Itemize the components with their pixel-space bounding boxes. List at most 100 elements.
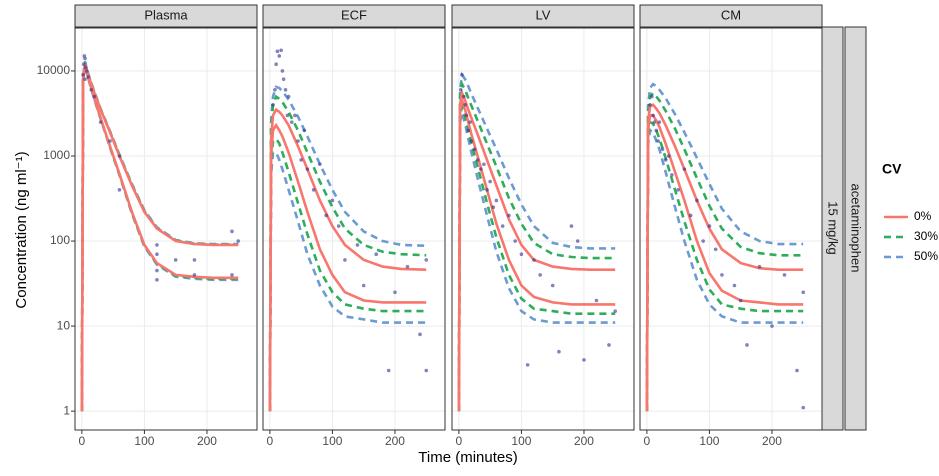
x-axis-title: Time (minutes) — [418, 449, 517, 466]
point — [782, 273, 787, 277]
point — [648, 103, 652, 107]
line — [457, 71, 616, 412]
strip — [639, 4, 823, 28]
x-tick-label: 0 — [456, 434, 463, 448]
point — [525, 363, 530, 367]
line — [645, 120, 804, 412]
panel-background — [640, 28, 822, 430]
point — [652, 120, 657, 124]
point — [468, 120, 472, 124]
point — [89, 88, 94, 92]
legend-title: CV — [882, 161, 902, 177]
point — [745, 343, 749, 347]
point — [279, 48, 283, 53]
point — [491, 205, 496, 210]
point — [660, 147, 665, 152]
point — [361, 283, 366, 288]
point — [192, 258, 197, 262]
point — [488, 179, 492, 184]
point — [656, 139, 660, 143]
point — [155, 278, 159, 282]
point — [155, 243, 159, 247]
strip — [844, 26, 867, 431]
point — [275, 49, 280, 54]
point — [557, 349, 561, 354]
y-tick-label: 1 — [63, 403, 70, 417]
point — [81, 62, 86, 67]
point — [475, 158, 480, 162]
point — [277, 54, 282, 58]
point — [663, 158, 668, 162]
panel-background — [75, 28, 257, 430]
point — [594, 298, 599, 303]
point — [83, 77, 87, 82]
point — [92, 94, 97, 99]
line — [268, 107, 427, 412]
point — [405, 264, 410, 269]
point — [469, 139, 474, 143]
panel-border — [639, 27, 823, 431]
point — [494, 198, 499, 203]
point — [682, 167, 687, 171]
point — [462, 94, 466, 99]
point — [676, 188, 680, 192]
point — [336, 224, 341, 228]
panel-title: CM — [721, 7, 741, 22]
x-tick-label: 200 — [574, 434, 594, 448]
point — [418, 332, 422, 337]
point — [569, 224, 574, 228]
point — [192, 273, 197, 277]
point — [285, 113, 290, 118]
legend-label: 50% — [914, 249, 938, 263]
point — [720, 273, 724, 277]
point — [670, 173, 674, 177]
point — [83, 56, 87, 61]
point — [286, 94, 291, 99]
x-tick-label: 0 — [267, 434, 274, 448]
y-tick-label: 10 — [57, 318, 71, 332]
line — [268, 122, 427, 412]
panel-title: LV — [536, 7, 551, 22]
point — [607, 343, 611, 347]
strip-label: 15 mg/kg — [826, 201, 841, 254]
point — [299, 158, 303, 162]
point — [343, 258, 347, 262]
line — [645, 82, 804, 412]
x-tick-label: 200 — [197, 434, 217, 448]
point — [81, 73, 85, 77]
point — [98, 120, 103, 124]
point — [117, 154, 122, 158]
point — [424, 258, 429, 262]
point — [738, 298, 743, 303]
point — [650, 94, 654, 99]
point — [795, 368, 799, 373]
line — [457, 112, 616, 412]
line — [457, 101, 616, 412]
x-tick-label: 200 — [762, 434, 782, 448]
point — [273, 88, 277, 92]
y-tick-label: 10000 — [37, 63, 71, 77]
point — [770, 324, 774, 328]
point — [311, 188, 316, 192]
strip — [74, 4, 258, 28]
point — [108, 139, 112, 143]
point — [330, 198, 335, 203]
point — [424, 368, 429, 373]
point — [324, 213, 328, 218]
point — [393, 290, 397, 295]
point — [230, 273, 234, 277]
point — [463, 103, 467, 107]
line — [645, 128, 804, 412]
point — [613, 309, 618, 313]
point — [513, 239, 517, 243]
point — [458, 88, 463, 92]
legend-label: 30% — [914, 229, 938, 243]
line — [645, 103, 804, 412]
point — [575, 239, 580, 243]
point — [85, 69, 89, 73]
point — [271, 103, 275, 107]
point — [651, 113, 655, 118]
point — [117, 188, 122, 192]
point — [695, 198, 699, 203]
point — [801, 290, 806, 295]
